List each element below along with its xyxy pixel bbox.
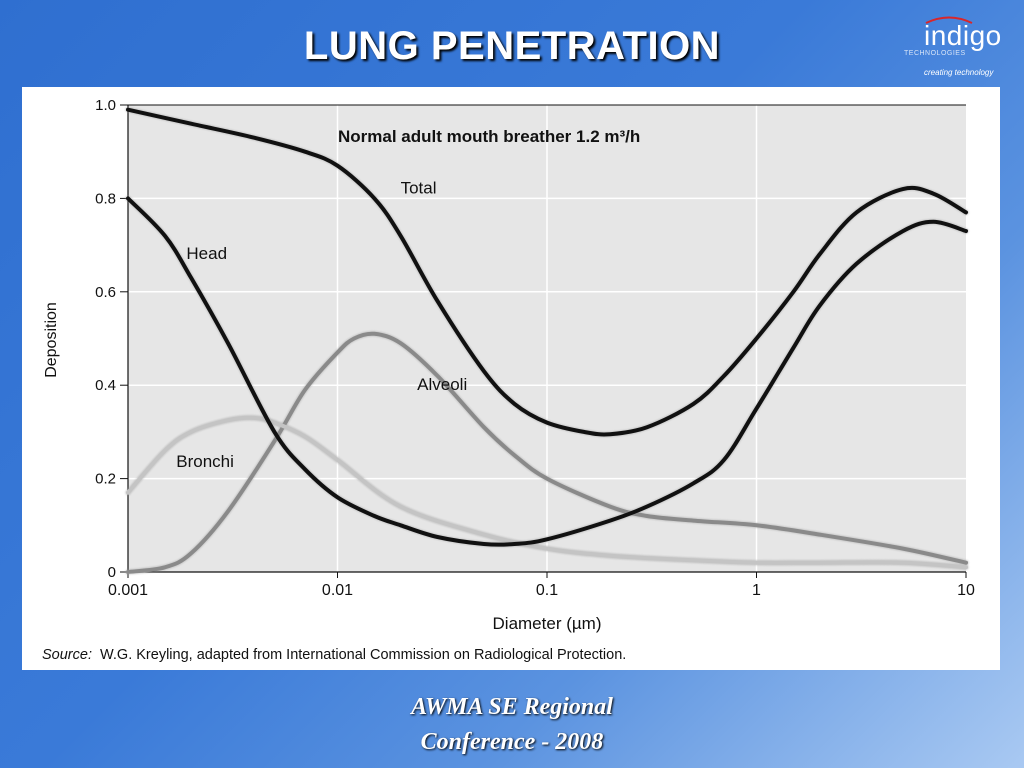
chart-panel: 0 0.2 0.4 0.6 0.8 1.0 0.001 0.01 0.1 1 10 Alveoli B… [22,87,1000,670]
y-tick-label: 1.0 [95,97,116,114]
x-tick-label: 0.001 [108,582,148,599]
logo-tagline: creating technology [924,68,994,77]
series-head-line [126,196,968,547]
slide-title: LUNG PENETRATION [303,24,721,68]
series-alveoli-label: Alveoli [417,375,467,394]
y-tick-label: 0 [108,564,116,581]
footer-line-2: Conference - 2008 [420,729,604,755]
series-total-line [126,107,968,437]
series-bronchi-line [126,415,968,570]
series-bronchi-label: Bronchi [176,452,234,471]
source-label: Source: [42,647,92,663]
y-tick-label: 0.8 [95,190,116,207]
chart-title: Normal adult mouth breather 1.2 m³/h [338,127,640,146]
series-alveoli-line [126,331,968,574]
x-tick-label: 10 [957,582,975,599]
x-tick-label: 0.1 [536,582,558,599]
footer-line-1: AWMA SE Regional [411,694,613,720]
x-axis-label: Diameter (µm) [493,614,602,633]
logo-arc-icon [925,16,973,24]
logo-wordmark: indigo [924,20,1002,51]
y-tick-label: 0.4 [95,377,116,394]
x-tick-label: 1 [752,582,761,599]
series-total-label: Total [401,179,437,198]
source-note: Source: W.G. Kreyling, adapted from Inte… [42,647,626,663]
source-text: W.G. Kreyling, adapted from Internationa… [100,647,626,663]
x-tick-label: 0.01 [322,582,353,599]
y-tick-label: 0.6 [95,284,116,301]
series-head-label: Head [186,244,227,263]
company-logo: indigo TECHNOLOGIES creating technology [898,10,1016,80]
y-axis-label: Deposition [43,302,60,378]
deposition-chart: 0 0.2 0.4 0.6 0.8 1.0 0.001 0.01 0.1 1 10 Alveoli B… [42,97,975,663]
footer: AWMA SE Regional Conference - 2008 [0,690,1024,760]
logo-subtitle: TECHNOLOGIES [904,50,966,57]
y-tick-label: 0.2 [95,471,116,488]
